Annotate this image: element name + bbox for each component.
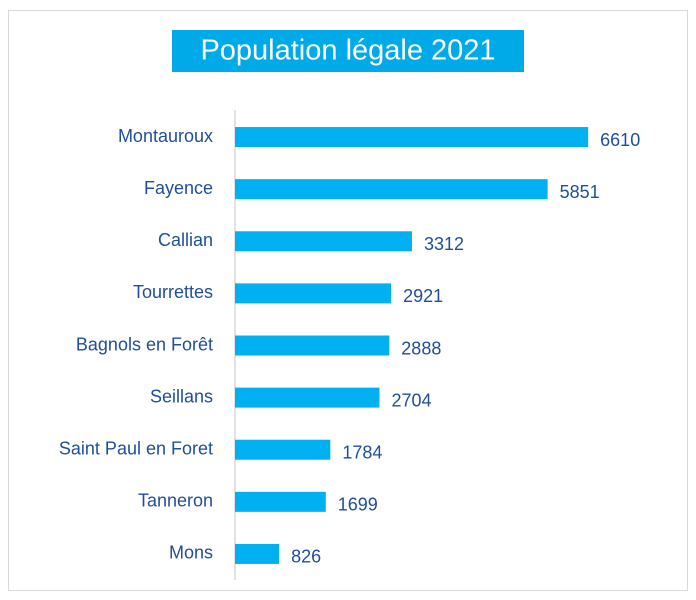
value-label: 826 [291,547,321,567]
bar [235,283,392,304]
y-tick-label: Tourrettes [133,282,213,302]
chart-title: Population légale 2021 [200,35,495,67]
bar [235,231,412,252]
bar [235,179,548,200]
y-tick-label: Callian [158,230,213,250]
value-label: 3312 [424,234,464,254]
y-tick-label: Bagnols en Forêt [76,334,213,354]
title-box [172,30,524,72]
value-label: 1699 [338,495,378,515]
y-tick-label: Mons [169,543,213,563]
value-label: 2888 [401,338,441,358]
bar [235,491,326,512]
bar [235,387,380,408]
bar [235,543,280,564]
value-label: 5851 [560,182,600,202]
bar [235,127,589,148]
y-tick-label: Saint Paul en Foret [59,438,213,458]
value-label: 2921 [403,286,443,306]
y-tick-label: Montauroux [118,126,213,146]
value-label: 1784 [342,442,382,462]
bar [235,439,331,460]
y-tick-label: Tanneron [138,491,213,511]
y-tick-label: Seillans [150,386,213,406]
value-label: 6610 [600,130,640,150]
bar [235,335,390,356]
value-label: 2704 [391,390,431,410]
y-tick-label: Fayence [144,178,213,198]
